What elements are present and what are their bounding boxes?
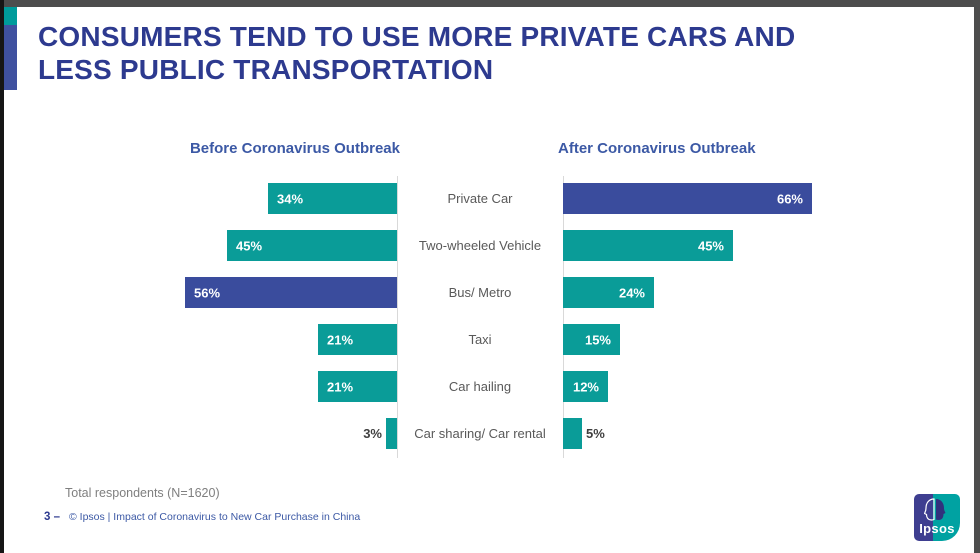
logo-indigo-panel: [914, 494, 934, 541]
left-bar: 21%: [318, 371, 397, 402]
bar-value-label: 34%: [277, 191, 304, 206]
ipsos-logo: Ipsos: [914, 494, 960, 541]
left-bar-cell: 34%: [150, 183, 397, 214]
chart-row: 21% Car hailing 12%: [150, 371, 840, 402]
category-cell: Car sharing/ Car rental: [397, 418, 563, 449]
category-label: Bus/ Metro: [448, 285, 512, 300]
category-label: Two-wheeled Vehicle: [418, 238, 542, 253]
chart-row: 45% Two-wheeled Vehicle 45%: [150, 230, 840, 261]
chart-row: 3% Car sharing/ Car rental 5%: [150, 418, 840, 449]
bar-value-label: 15%: [584, 332, 611, 347]
bar-value-label: 3%: [363, 426, 382, 441]
category-cell: Bus/ Metro: [397, 277, 563, 308]
left-bar-cell: 56%: [150, 277, 397, 308]
bar-value-label: 21%: [327, 379, 354, 394]
left-bar: 45%: [227, 230, 397, 261]
page-title-line2: LESS PUBLIC TRANSPORTATION: [38, 54, 494, 85]
right-bar-cell: 24%: [563, 277, 830, 308]
bar-value-label: 21%: [327, 332, 354, 347]
left-bar: 56%: [185, 277, 397, 308]
left-bar-cell: 3%: [150, 418, 397, 449]
chart-header-before: Before Coronavirus Outbreak: [189, 140, 400, 157]
bar-value-label: 5%: [586, 426, 605, 441]
left-bar-cell: 45%: [150, 230, 397, 261]
right-bar-cell: 12%: [563, 371, 830, 402]
category-label: Private Car: [447, 191, 513, 206]
bar-value-label: 45%: [697, 238, 724, 253]
right-bar: [563, 418, 582, 449]
bar-value-label: 24%: [618, 285, 645, 300]
category-label: Taxi: [468, 332, 492, 347]
chart-rows: 34% Private Car 66% 45% Two-wheeled Vehicle 4…: [150, 183, 840, 465]
left-bar-cell: 21%: [150, 324, 397, 355]
left-bar: [386, 418, 397, 449]
right-bar: 24%: [563, 277, 654, 308]
right-bar-cell: 15%: [563, 324, 830, 355]
bar-value-label: 45%: [236, 238, 263, 253]
respondents-note: Total respondents (N=1620): [65, 486, 220, 500]
right-bar-cell: 66%: [563, 183, 830, 214]
right-bar-cell: 5%: [563, 418, 830, 449]
category-cell: Car hailing: [397, 371, 563, 402]
after-axis-line: [563, 176, 564, 458]
chart-row: 56% Bus/ Metro 24%: [150, 277, 840, 308]
left-bar-cell: 21%: [150, 371, 397, 402]
category-cell: Private Car: [397, 183, 563, 214]
before-axis-line: [397, 176, 398, 458]
bar-value-label: 56%: [194, 285, 221, 300]
category-cell: Two-wheeled Vehicle: [397, 230, 563, 261]
viewer-right-edge: [974, 0, 980, 553]
page-title-line1: CONSUMERS TEND TO USE MORE PRIVATE CARS …: [38, 21, 796, 52]
chart-header-after: After Coronavirus Outbreak: [558, 140, 756, 157]
page-title: CONSUMERS TEND TO USE MORE PRIVATE CARS …: [38, 20, 938, 86]
footer-source: © Ipsos | Impact of Coronavirus to New C…: [69, 511, 361, 523]
accent-blue-segment: [4, 25, 17, 90]
bar-value-label: 66%: [776, 191, 803, 206]
page-number: 3 –: [44, 511, 60, 523]
right-bar: 12%: [563, 371, 608, 402]
title-accent-bar: [4, 7, 17, 90]
logo-faces-icon: [924, 498, 946, 521]
page-footer: 3 – © Ipsos | Impact of Coronavirus to N…: [44, 511, 360, 523]
right-bar: 66%: [563, 183, 812, 214]
chart-row: 21% Taxi 15%: [150, 324, 840, 355]
left-bar: 34%: [268, 183, 397, 214]
bar-value-label: 12%: [572, 379, 599, 394]
chart-row: 34% Private Car 66%: [150, 183, 840, 214]
right-bar: 15%: [563, 324, 620, 355]
right-bar-cell: 45%: [563, 230, 830, 261]
category-label: Car sharing/ Car rental: [414, 426, 546, 441]
viewer-left-edge: [0, 0, 4, 553]
right-bar: 45%: [563, 230, 733, 261]
category-cell: Taxi: [397, 324, 563, 355]
category-label: Car hailing: [448, 379, 512, 394]
left-bar: 21%: [318, 324, 397, 355]
accent-teal-segment: [4, 7, 17, 25]
viewer-top-edge: [0, 0, 980, 7]
logo-wordmark: Ipsos: [919, 521, 955, 536]
